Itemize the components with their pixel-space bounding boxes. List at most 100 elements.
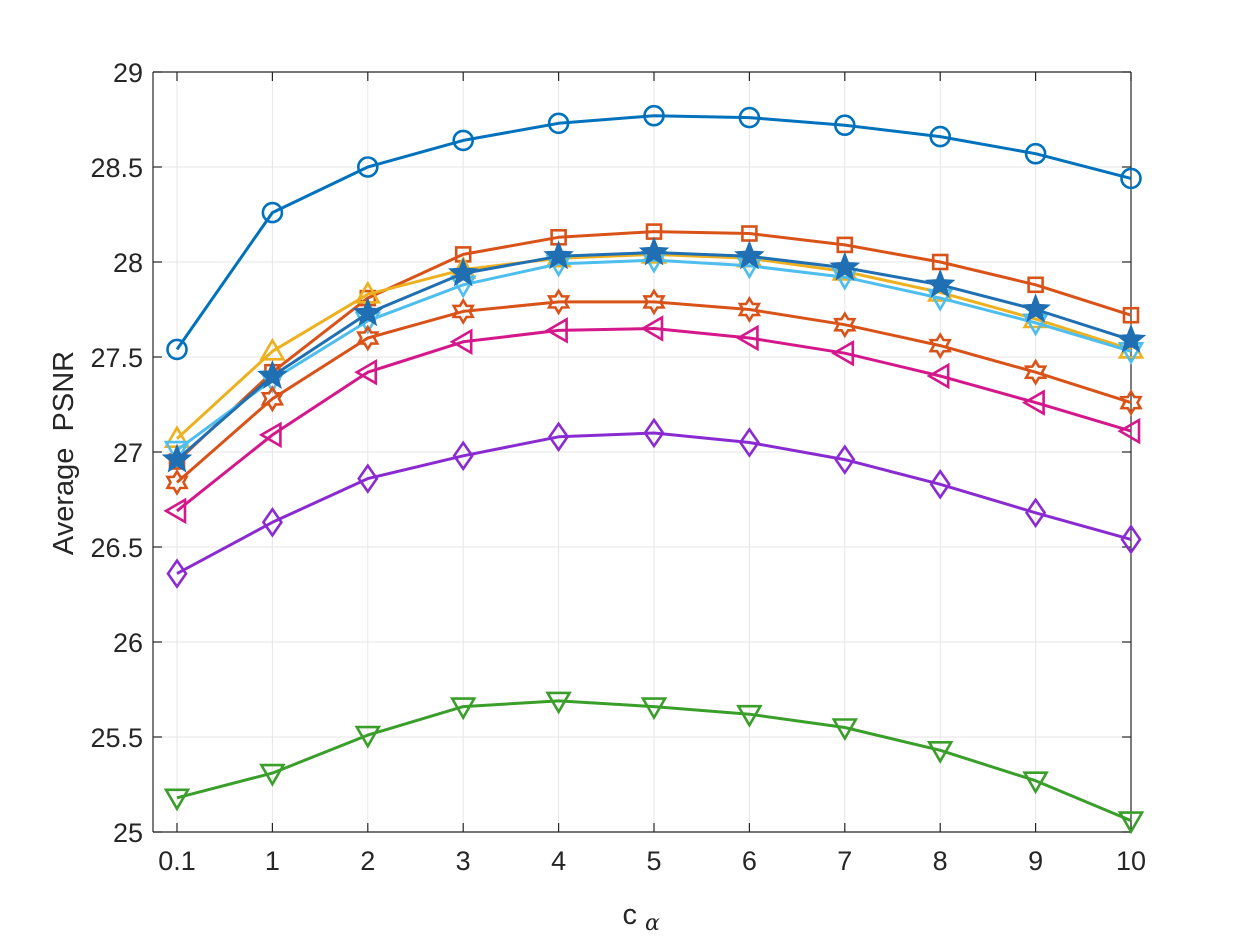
marker-pentagram [924,268,956,298]
marker-triangle-down [163,440,191,464]
marker-diamond [834,444,856,475]
marker-triangle-up [259,337,286,361]
series-6 [163,315,1141,525]
y-tick-label: 25.5 [90,723,143,753]
series-line [175,114,1132,351]
marker-circle [643,104,665,127]
y-tick-label: 29 [113,58,143,88]
marker-diamond [261,507,283,538]
series-line [176,300,1132,484]
marker-triangle-down [926,740,954,764]
x-tick-label: 9 [1028,846,1043,876]
marker-pentagram [257,359,288,389]
x-tick-label: 7 [837,846,852,876]
x-tick-label: 10 [1116,846,1146,876]
marker-square [1122,306,1140,324]
marker-diamond [166,558,188,589]
marker-hexagram [1119,389,1143,417]
marker-triangle-left [258,421,282,449]
series-4 [161,236,1147,473]
y-tick-label: 27.5 [90,343,143,373]
marker-circle [1024,142,1047,165]
marker-pentagram [447,257,479,287]
series-line [176,699,1132,822]
x-tick-label: 4 [551,846,566,876]
marker-diamond [643,417,665,449]
x-tick-label: 0.1 [158,846,196,876]
marker-diamond [929,469,951,500]
marker-circle [929,125,952,148]
marker-diamond [1120,524,1142,555]
marker-circle [738,106,761,129]
marker-triangle-down [545,691,572,715]
marker-triangle-left [640,315,664,342]
marker-hexagram [737,295,762,324]
y-tick-label: 28 [113,248,143,278]
tick-labels: 0.1 1 2 3 4 5 6 7 8 9 10 25 25.5 26 26.5 27 27.5 28 28.5 29 [90,58,1146,876]
marker-hexagram [1023,358,1048,386]
y-tick-label: 26.5 [90,533,143,563]
series-7 [166,417,1142,589]
marker-pentagram [352,297,384,327]
marker-triangle-left [735,324,759,352]
marker-pentagram [543,240,574,270]
marker-hexagram [928,332,952,360]
marker-circle [261,201,284,224]
marker-circle [1120,167,1142,190]
marker-triangle-left [449,328,473,356]
marker-circle [166,338,188,361]
x-tick-label: 6 [742,846,757,876]
marker-diamond [738,427,760,458]
marker-hexagram [833,311,857,339]
marker-triangle-left [926,362,950,390]
marker-triangle-down [449,697,477,721]
marker-pentagram [638,236,670,266]
x-tick-label: 3 [456,846,471,876]
y-tick-label: 26 [113,628,143,658]
marker-hexagram [165,468,189,496]
marker-hexagram [642,288,666,316]
marker-triangle-down [1117,811,1145,835]
marker-pentagram [734,240,765,270]
x-axis-label-subscript: α [645,911,660,936]
marker-diamond [357,463,379,494]
series-5 [165,288,1143,496]
series-line [176,327,1132,513]
marker-circle [356,156,379,178]
marker-hexagram [356,324,380,352]
marker-diamond [548,421,570,453]
series-line [176,258,1132,452]
x-tick-label: 2 [360,846,375,876]
marker-triangle-left [831,339,855,367]
x-tick-label: 5 [646,846,661,876]
marker-triangle-left [545,317,568,344]
marker-pentagram [1115,323,1147,353]
marker-triangle-down [163,788,191,812]
axes [152,71,1132,833]
series-8 [163,691,1145,835]
marker-hexagram [546,288,571,316]
marker-triangle-down [259,763,286,787]
marker-triangle-left [1117,417,1141,445]
marker-diamond [1025,497,1047,529]
marker-pentagram [161,443,193,473]
series-group [161,104,1147,835]
marker-hexagram [260,385,285,413]
x-tick-label: 8 [933,846,948,876]
marker-triangle-down [640,697,668,721]
marker-circle [547,112,570,135]
marker-triangle-left [354,358,378,386]
marker-pentagram [829,251,861,281]
marker-triangle-left [163,497,187,525]
series-line [175,230,1132,463]
marker-triangle-left [1022,389,1045,416]
x-axis-label: c [623,899,638,931]
marker-square [1027,276,1044,294]
marker-triangle-down [1022,771,1049,795]
marker-triangle-down [354,725,382,749]
y-tick-label: 25 [113,818,143,848]
y-tick-label: 28.5 [90,153,143,183]
y-axis-label: Average PSNR [48,351,80,555]
marker-circle [452,129,475,152]
